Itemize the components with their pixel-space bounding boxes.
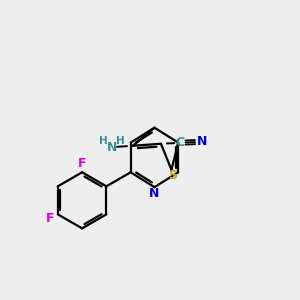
Text: S: S	[168, 169, 177, 182]
Text: N: N	[197, 135, 208, 148]
Text: H: H	[116, 136, 124, 146]
Text: N: N	[106, 141, 117, 154]
Text: H: H	[99, 136, 108, 146]
Text: N: N	[149, 187, 159, 200]
Text: C: C	[176, 136, 185, 149]
Text: F: F	[78, 158, 86, 170]
Text: F: F	[46, 212, 55, 225]
